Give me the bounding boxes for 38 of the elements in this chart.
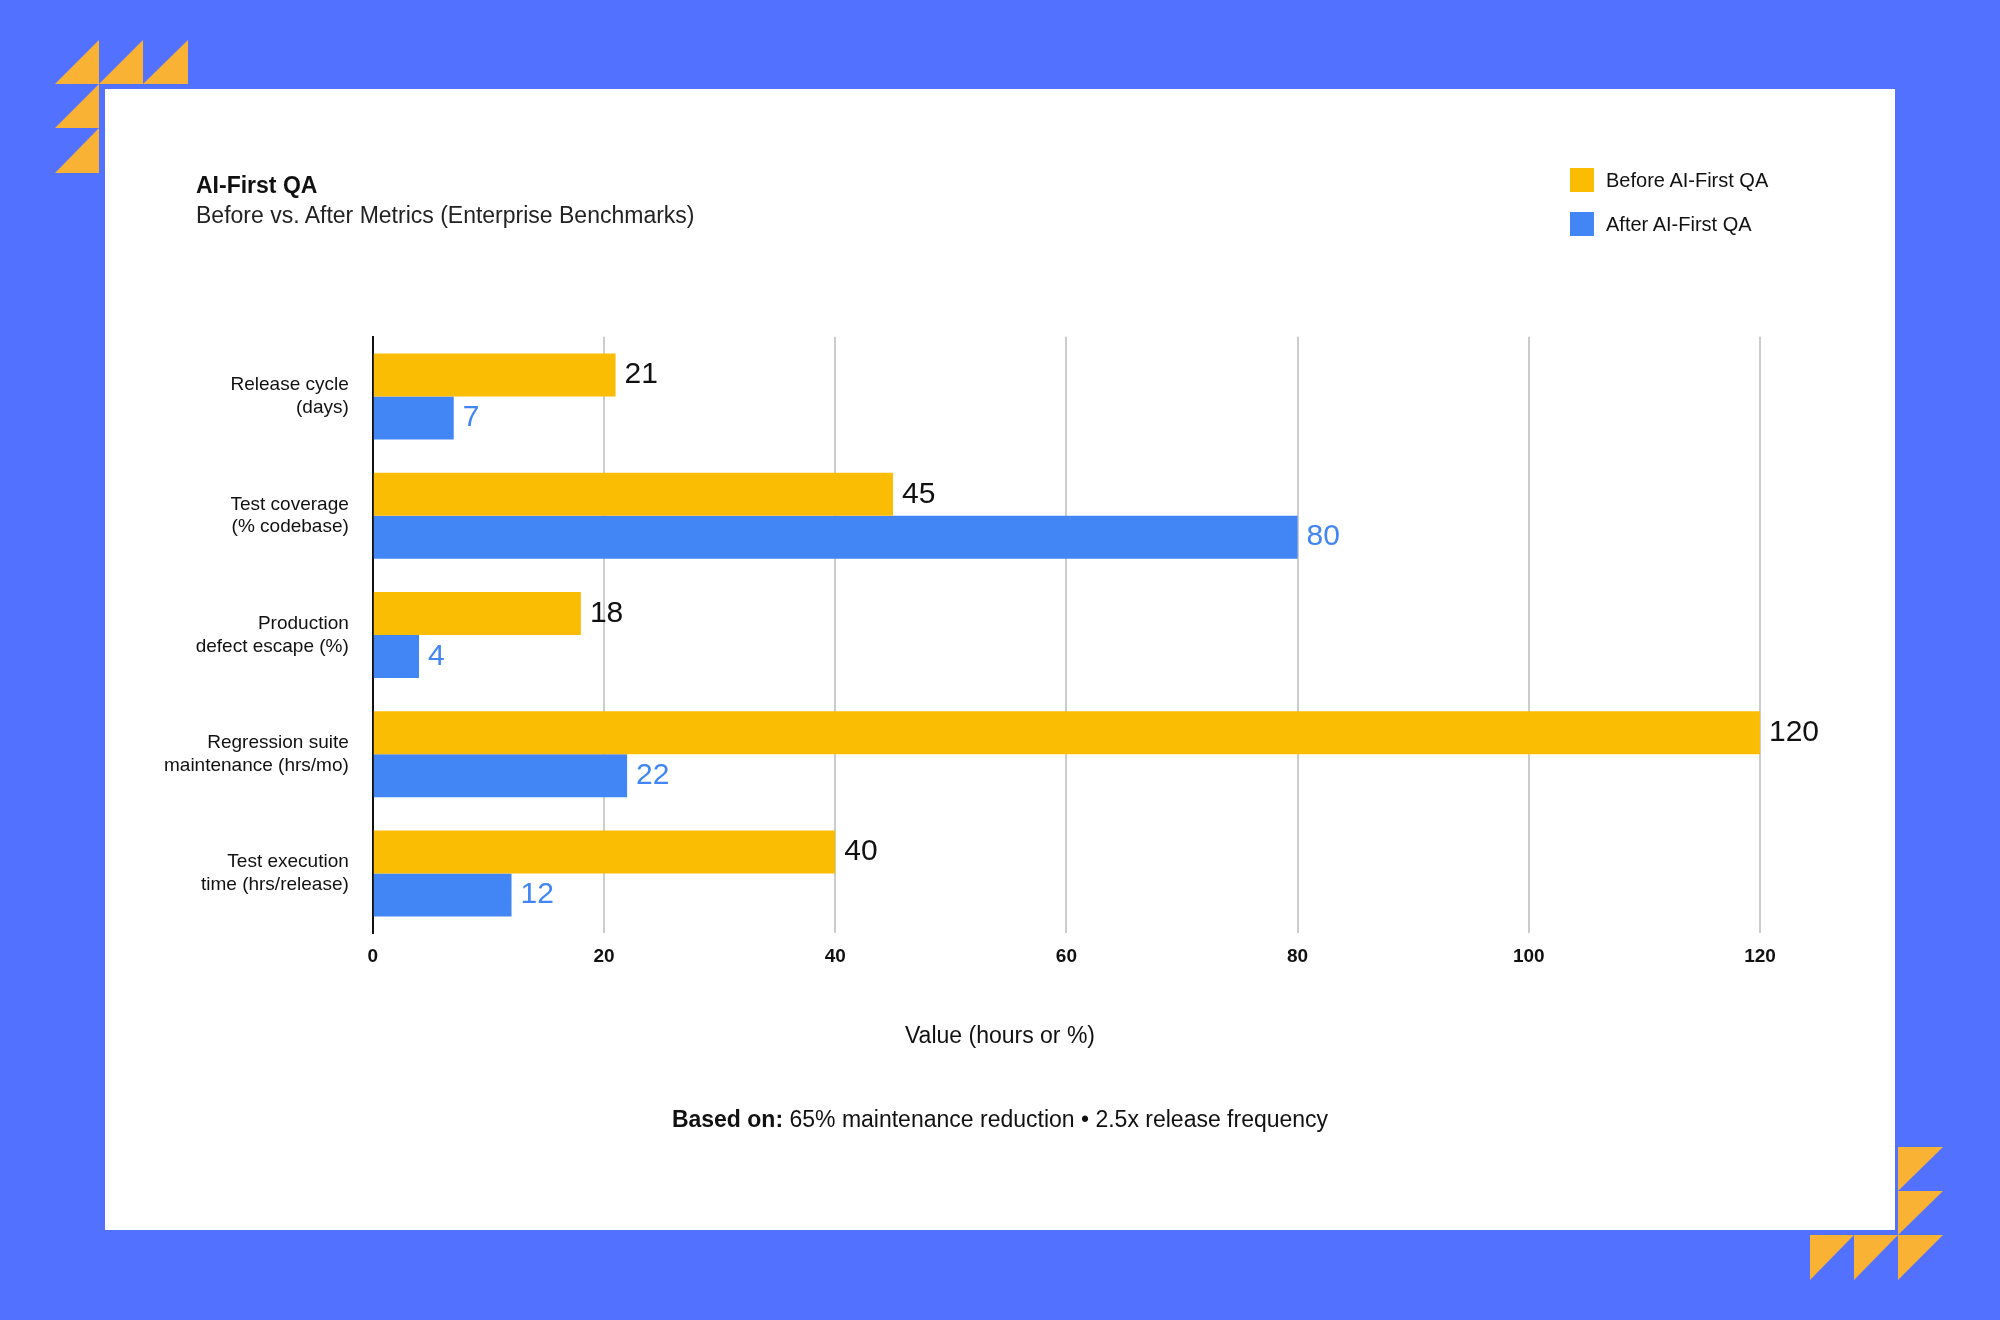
x-tick-label: 0 bbox=[367, 944, 379, 966]
chart-title: AI-First QA bbox=[196, 172, 318, 199]
y-tick-label: Production defect escape (%) bbox=[195, 611, 349, 656]
y-tick-label: Release cycle (days) bbox=[230, 373, 349, 418]
x-axis-title: Value (hours or %) bbox=[903, 1022, 1096, 1049]
bar bbox=[373, 711, 1760, 755]
y-tick-label: Test coverage (% codebase) bbox=[230, 492, 349, 537]
bar bbox=[373, 830, 836, 874]
data-label: 12 bbox=[520, 876, 554, 910]
x-tick-label: 120 bbox=[1744, 944, 1776, 966]
legend-label: Before AI-First QA bbox=[1606, 168, 1769, 192]
bar bbox=[373, 515, 1298, 559]
bar bbox=[373, 592, 581, 635]
bar bbox=[373, 635, 420, 678]
data-label: 4 bbox=[428, 637, 445, 671]
y-tick-label: Regression suite maintenance (hrs/mo) bbox=[164, 731, 349, 775]
y-tick-label: Test execution time (hrs/release) bbox=[200, 850, 349, 895]
data-label: 18 bbox=[589, 594, 624, 628]
legend-label: After AI-First QA bbox=[1606, 212, 1752, 236]
x-tick-label: 60 bbox=[1055, 944, 1077, 966]
data-label: 40 bbox=[844, 833, 878, 867]
text: Based on: 65% maintenance reduction • 2.5x release frequency bbox=[670, 1106, 1330, 1133]
x-tick-label: 40 bbox=[824, 944, 846, 966]
data-label: 120 bbox=[1769, 714, 1820, 748]
chart-subtitle: Before vs. After Metrics (Enterprise Benchmarks) bbox=[196, 202, 695, 229]
bar bbox=[373, 396, 454, 440]
bar bbox=[373, 353, 616, 397]
data-label: 21 bbox=[624, 356, 658, 390]
bar bbox=[373, 754, 628, 798]
data-label: 7 bbox=[462, 399, 480, 433]
bar bbox=[373, 472, 893, 516]
data-label: 80 bbox=[1306, 518, 1340, 552]
x-tick-label: 80 bbox=[1287, 944, 1309, 966]
data-label: 45 bbox=[902, 475, 936, 509]
x-tick-label: 20 bbox=[593, 944, 615, 966]
x-tick-label: 100 bbox=[1512, 944, 1545, 966]
data-label: 22 bbox=[636, 757, 670, 791]
bar bbox=[373, 873, 512, 917]
